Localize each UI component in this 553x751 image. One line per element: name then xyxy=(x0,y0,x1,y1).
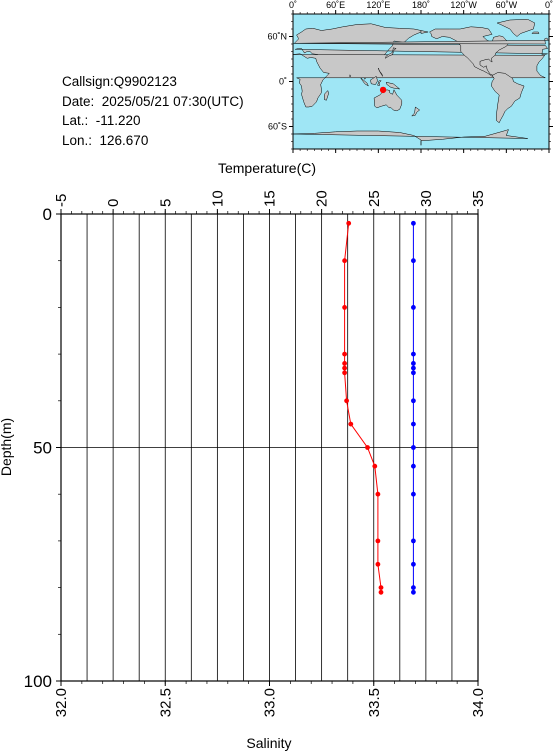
salinity-data-point xyxy=(411,398,416,404)
map-lon-label: 120˚E xyxy=(366,0,390,10)
map-lat-label: 60˚S xyxy=(268,122,287,132)
map-lon-label: 180˚ xyxy=(412,0,430,10)
salinity-data-point xyxy=(411,445,416,450)
salinity-data-point xyxy=(411,305,416,310)
map-frame xyxy=(292,13,550,150)
temperature-axis: -5 0 5 10 15 20 25 30 35 xyxy=(53,190,487,214)
landmass-north-america xyxy=(429,26,510,77)
landmass-philippines xyxy=(378,67,383,77)
temperature-tick-label: 15 xyxy=(262,190,279,207)
landmass-new-zealand xyxy=(411,106,421,117)
landmass-borneo xyxy=(370,75,378,85)
salinity-data-point xyxy=(411,351,416,357)
map-lat-label: 60˚N xyxy=(267,32,287,42)
salinity-data-point xyxy=(411,365,416,371)
salinity-axis-label: Salinity xyxy=(246,735,291,751)
salinity-data-point xyxy=(411,538,416,544)
map-land xyxy=(292,19,549,146)
salinity-data-point xyxy=(411,370,416,376)
salinity-tick-label: 33.5 xyxy=(366,688,383,717)
landmass-japan xyxy=(384,47,397,59)
map-lon-label: 120˚W xyxy=(450,0,477,10)
depth-tick-label: 100 xyxy=(24,672,52,691)
salinity-data-point xyxy=(411,463,416,469)
landmass-iceland xyxy=(531,31,540,34)
landmass-sulawesi xyxy=(377,80,382,86)
salinity-data-point xyxy=(411,491,416,497)
landmass-sri-lanka xyxy=(349,74,351,78)
map-lon-label: 60˚W xyxy=(496,0,518,10)
temperature-tick-label: 10 xyxy=(209,190,226,207)
depth-tick-label: 50 xyxy=(33,439,52,458)
station-info: Callsign:Q9902123 Date: 2025/05/21 07:30… xyxy=(62,72,244,150)
map-lon-label: 0˚ xyxy=(289,0,297,10)
temperature-data-point xyxy=(372,463,378,469)
salinity-tick-label: 34.0 xyxy=(470,688,487,717)
depth-axis-label: Depth(m) xyxy=(0,418,14,476)
temperature-data-point xyxy=(342,351,347,357)
salinity-data-point xyxy=(411,561,416,567)
map-lon-label: 0˚ xyxy=(545,0,553,10)
temperature-profile-line xyxy=(344,223,382,593)
temperature-data-point xyxy=(378,585,384,590)
salinity-tick-label: 32.5 xyxy=(157,688,174,717)
temperature-tick-label: 0 xyxy=(105,199,122,207)
temperature-tick-label: 35 xyxy=(470,190,487,207)
salinity-data-point xyxy=(411,585,416,590)
map-lon-label: 60˚E xyxy=(326,0,345,10)
callsign-text: Callsign:Q9902123 xyxy=(62,74,177,89)
temperature-data-point xyxy=(348,421,354,427)
temperature-data-point xyxy=(375,491,381,497)
landmass-madagascar xyxy=(324,89,329,101)
temperature-data-point xyxy=(365,445,370,450)
series-layer xyxy=(342,220,416,595)
salinity-tick-label: 32.0 xyxy=(53,688,70,717)
date-text: Date: 2025/05/21 07:30(UTC) xyxy=(62,93,244,109)
salinity-data-point xyxy=(411,220,416,226)
landmass-antarctica xyxy=(292,129,528,146)
lon-text: Lon.: 126.670 xyxy=(62,132,149,148)
temperature-data-point xyxy=(342,361,347,366)
landmass-new-guinea xyxy=(385,81,401,90)
landmass-chukotka xyxy=(420,30,429,34)
temperature-data-point xyxy=(346,220,352,226)
lat-text: Lat.: -11.220 xyxy=(62,113,141,128)
salinity-data-point xyxy=(411,421,416,427)
temperature-tick-label: 20 xyxy=(314,190,331,207)
temperature-data-point xyxy=(378,589,384,595)
temperature-tick-label: 25 xyxy=(366,190,383,207)
station-marker-icon xyxy=(379,86,387,94)
temperature-tick-label: 5 xyxy=(157,199,174,207)
map-ticks: 0˚ 60˚E 120˚E 180˚ 120˚W 60˚W 0˚ 60˚N 0˚ 60˚S xyxy=(267,0,553,153)
temperature-tick-label: -5 xyxy=(53,194,70,207)
temperature-data-point xyxy=(344,398,349,404)
temperature-data-point xyxy=(342,370,347,376)
salinity-data-point xyxy=(411,258,416,264)
temperature-data-point xyxy=(375,561,381,567)
salinity-data-point xyxy=(411,361,416,366)
temperature-data-point xyxy=(342,305,347,310)
temperature-axis-label: Temperature(C) xyxy=(218,160,316,176)
location-map: 0˚ 60˚E 120˚E 180˚ 120˚W 60˚W 0˚ 60˚N 0˚ 60˚S xyxy=(267,0,553,153)
map-lat-label: 0˚ xyxy=(279,77,287,87)
depth-tick-label: 0 xyxy=(43,205,52,224)
temperature-data-point xyxy=(342,258,347,264)
temperature-tick-label: 30 xyxy=(418,190,435,207)
salinity-data-point xyxy=(411,589,416,595)
landmass-uk xyxy=(293,37,549,45)
landmass-south-america xyxy=(491,72,525,124)
landmass-australia xyxy=(373,89,403,112)
depth-axis: 0 50 100 xyxy=(24,205,61,691)
salinity-tick-label: 33.0 xyxy=(262,688,279,717)
salinity-axis: 32.0 32.5 33.0 33.5 34.0 xyxy=(53,681,487,717)
chart-grid xyxy=(61,214,478,681)
landmass-greenland xyxy=(496,19,536,37)
temperature-data-point xyxy=(375,538,381,544)
temperature-data-point xyxy=(342,365,347,371)
landmass-sumatra xyxy=(360,77,369,87)
